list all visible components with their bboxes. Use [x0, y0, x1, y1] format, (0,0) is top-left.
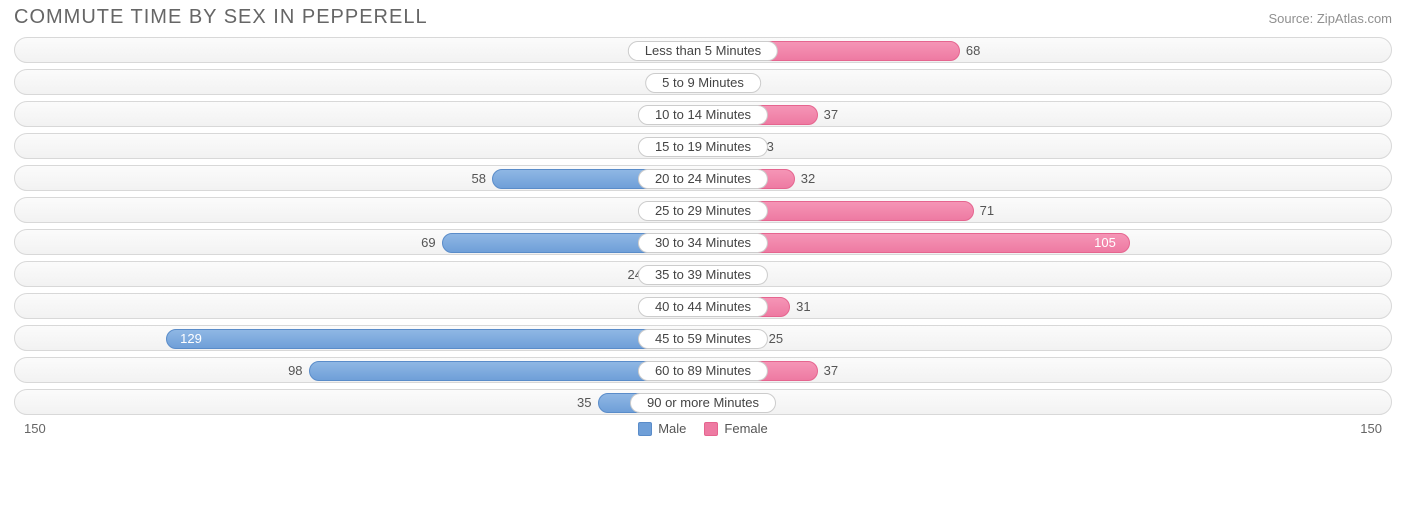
row-category-label: 10 to 14 Minutes: [638, 105, 768, 125]
row-category-label: 25 to 29 Minutes: [638, 201, 768, 221]
chart-row: 5 to 9 Minutes180: [14, 69, 1392, 95]
chart-row: Less than 5 Minutes068: [14, 37, 1392, 63]
male-value: 129: [180, 326, 202, 352]
row-category-label: 60 to 89 Minutes: [638, 361, 768, 381]
male-value: 69: [421, 230, 441, 256]
row-category-label: 5 to 9 Minutes: [645, 73, 761, 93]
chart-footer: 150 Male Female 150: [14, 421, 1392, 436]
axis-right-max: 150: [1360, 421, 1382, 436]
legend-item-female: Female: [704, 421, 767, 436]
female-value: 71: [974, 198, 994, 224]
row-category-label: 45 to 59 Minutes: [638, 329, 768, 349]
row-category-label: Less than 5 Minutes: [628, 41, 778, 61]
female-value: 105: [1094, 230, 1116, 256]
chart-row: 35 to 39 Minutes248: [14, 261, 1392, 287]
male-swatch-icon: [638, 422, 652, 436]
legend: Male Female: [638, 421, 768, 436]
female-swatch-icon: [704, 422, 718, 436]
female-value: 37: [818, 358, 838, 384]
chart-row: 15 to 19 Minutes023: [14, 133, 1392, 159]
row-category-label: 90 or more Minutes: [630, 393, 776, 413]
chart-container: COMMUTE TIME BY SEX IN PEPPERELL Source:…: [0, 0, 1406, 440]
chart-header: COMMUTE TIME BY SEX IN PEPPERELL Source:…: [14, 6, 1392, 29]
axis-left-max: 150: [24, 421, 46, 436]
legend-label-female: Female: [724, 421, 767, 436]
chart-row: 90 or more Minutes350: [14, 389, 1392, 415]
row-category-label: 20 to 24 Minutes: [638, 169, 768, 189]
row-category-label: 15 to 19 Minutes: [638, 137, 768, 157]
male-value: 98: [288, 358, 308, 384]
row-category-label: 30 to 34 Minutes: [638, 233, 768, 253]
male-value: 35: [577, 390, 597, 416]
female-value: 68: [960, 38, 980, 64]
chart-source: Source: ZipAtlas.com: [1268, 11, 1392, 26]
chart-row: 40 to 44 Minutes531: [14, 293, 1392, 319]
row-category-label: 40 to 44 Minutes: [638, 297, 768, 317]
female-value: 32: [795, 166, 815, 192]
chart-row: 30 to 34 Minutes 69 105: [14, 229, 1392, 255]
chart-row: 25 to 29 Minutes1671: [14, 197, 1392, 223]
female-value: 31: [790, 294, 810, 320]
female-value: 37: [818, 102, 838, 128]
chart-row: 10 to 14 Minutes1437: [14, 101, 1392, 127]
legend-item-male: Male: [638, 421, 686, 436]
row-category-label: 35 to 39 Minutes: [638, 265, 768, 285]
legend-label-male: Male: [658, 421, 686, 436]
chart-rows: Less than 5 Minutes068 5 to 9 Minutes180 1…: [14, 37, 1392, 415]
chart-row: 45 to 59 Minutes12925: [14, 325, 1392, 351]
male-value: 58: [472, 166, 492, 192]
chart-title: COMMUTE TIME BY SEX IN PEPPERELL: [14, 6, 428, 29]
chart-row: 20 to 24 Minutes 58 32: [14, 165, 1392, 191]
chart-row: 60 to 89 Minutes 98 37: [14, 357, 1392, 383]
